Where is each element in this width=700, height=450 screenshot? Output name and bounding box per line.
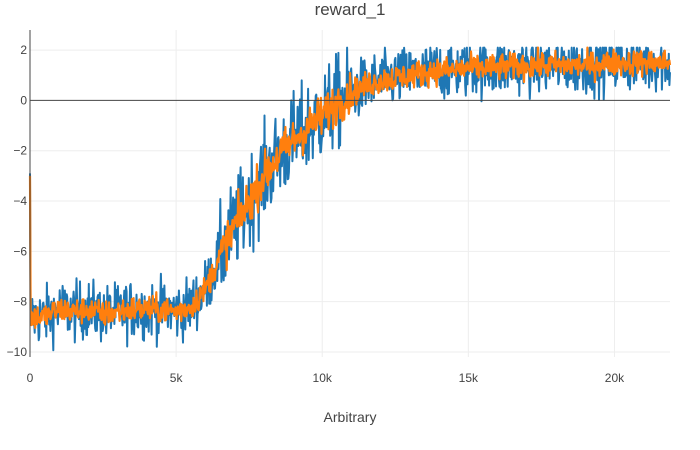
x-tick-label: 10k [313,371,333,385]
y-tick-label: −6 [13,244,27,258]
x-tick-label: 0 [27,371,34,385]
y-tick-label: −10 [7,345,28,359]
series-line-2 [28,46,672,329]
x-tick-label: 20k [605,371,625,385]
y-tick-label: −8 [13,295,27,309]
x-tick-label: 5k [170,371,184,385]
y-tick-label: 2 [20,43,27,57]
y-tick-label: −2 [13,144,27,158]
axes: 0 5k 10k 15k 20k −10 −8 −6 −4 −2 0 2 [7,30,670,385]
x-axis-title: Arbitrary [324,409,377,425]
x-tick-label: 15k [459,371,479,385]
y-tick-label: −4 [13,194,27,208]
chart-title: reward_1 [315,0,386,19]
y-tick-label: 0 [20,93,27,107]
series-layer [28,46,672,352]
